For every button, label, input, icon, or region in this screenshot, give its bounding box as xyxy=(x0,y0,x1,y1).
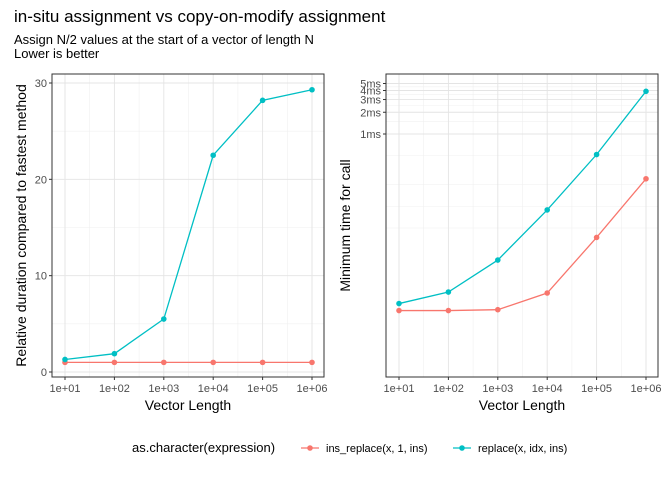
left-panel-border xyxy=(51,73,325,378)
left-x-tick-label: 1e+05 xyxy=(247,383,278,395)
right-x-axis-title: Vector Length xyxy=(479,397,565,413)
chart-subtitle-line-2: Lower is better xyxy=(14,46,100,61)
left-data-point xyxy=(259,97,266,104)
right-data-point xyxy=(445,289,452,295)
left-y-tick-label: 20 xyxy=(35,174,47,186)
right-x-tick-label: 1e+02 xyxy=(433,383,464,395)
left-x-tick-label: 1e+01 xyxy=(50,383,81,395)
right-data-point xyxy=(643,175,649,182)
right-data-point xyxy=(544,207,550,213)
left-data-point xyxy=(111,359,118,366)
right-x-tick-label: 1e+01 xyxy=(384,383,415,395)
left-plot-background xyxy=(52,74,324,377)
right-y-tick-label: 4ms xyxy=(360,86,381,98)
right-data-point xyxy=(593,234,600,241)
left-series-line-2 xyxy=(64,89,313,361)
right-panel-border xyxy=(385,73,659,378)
left-x-tick-label: 1e+06 xyxy=(297,383,328,395)
left-x-tick-label: 1e+02 xyxy=(99,383,130,395)
left-y-tick-label: 0 xyxy=(41,367,47,379)
right-y-tick-label: 1ms xyxy=(360,129,381,141)
right-data-point xyxy=(396,300,402,307)
legend-label-2: replace(x, idx, ins) xyxy=(478,443,567,455)
left-panel: 0 10 20 30 1e+01 1e+02 1e+03 1e+04 1e+05 1e+06 Vec… xyxy=(13,73,328,413)
right-plot-background xyxy=(386,74,658,377)
right-x-tick-label: 1e+03 xyxy=(482,383,513,395)
right-y-tick-label: 5ms xyxy=(360,78,381,90)
right-data-point xyxy=(593,151,600,158)
right-y-tick-label: 3ms xyxy=(360,95,381,107)
right-data-point xyxy=(396,307,402,314)
legend-title: as.character(expression) xyxy=(132,440,275,455)
right-data-point xyxy=(643,88,649,95)
right-data-point xyxy=(495,257,501,263)
left-y-tick-label: 30 xyxy=(35,78,47,90)
right-y-axis-title: Minimum time for call xyxy=(337,159,353,291)
right-x-tick-label: 1e+05 xyxy=(581,383,612,395)
right-series-line-1 xyxy=(399,178,647,312)
legend-key-point-2 xyxy=(459,445,465,451)
legend-label-1: ins_replace(x, 1, ins) xyxy=(326,443,428,455)
legend-key-point-1 xyxy=(307,445,313,451)
left-data-point xyxy=(309,86,315,93)
right-x-tick-label: 1e+04 xyxy=(532,383,563,395)
left-x-tick-label: 1e+03 xyxy=(148,383,179,395)
chart-title: in-situ assignment vs copy-on-modify ass… xyxy=(14,7,386,26)
left-data-point xyxy=(161,316,167,322)
left-data-point xyxy=(259,359,266,366)
left-y-axis-title: Relative duration compared to fastest me… xyxy=(13,84,29,367)
left-data-point xyxy=(111,350,118,357)
left-y-tick-label: 10 xyxy=(35,271,47,283)
right-data-point xyxy=(544,290,550,296)
left-data-point xyxy=(62,356,68,363)
chart-subtitle-line-1: Assign N/2 values at the start of a vect… xyxy=(14,32,314,47)
right-y-tick-label: 2ms xyxy=(360,107,381,119)
right-data-point xyxy=(445,307,452,314)
left-x-axis-title: Vector Length xyxy=(145,397,231,413)
left-x-tick-label: 1e+04 xyxy=(198,383,229,395)
left-data-point xyxy=(309,359,315,366)
left-data-point xyxy=(210,359,216,366)
left-data-point xyxy=(210,152,216,159)
right-data-point xyxy=(495,306,501,313)
right-x-tick-label: 1e+06 xyxy=(631,383,662,395)
right-series-line-2 xyxy=(398,90,647,305)
legend: as.character(expression) ins_replace(x, … xyxy=(132,440,567,455)
left-data-point xyxy=(161,359,167,366)
